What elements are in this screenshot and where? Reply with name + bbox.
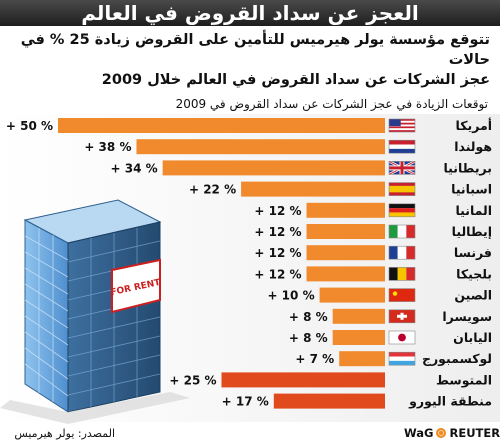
bar-row: + 12 % إيطاليا xyxy=(254,224,492,239)
bar xyxy=(136,139,385,155)
category-label: إيطاليا xyxy=(452,224,492,239)
netherlands-flag-icon xyxy=(388,139,416,154)
china-flag-icon xyxy=(388,288,416,302)
bar xyxy=(306,245,385,261)
france-flag-icon xyxy=(388,245,416,260)
source-note: المصدر: يولر هيرميس xyxy=(14,427,115,440)
bar-value-label: + 10 % xyxy=(267,289,314,303)
subtitle: تتوقع مؤسسة يولر هيرميس للتأمين على القر… xyxy=(10,30,490,90)
bar-row: + 38 % هولندا xyxy=(84,139,492,155)
category-label: المانيا xyxy=(455,203,492,218)
subtitle-line-2: عجز الشركات عن سداد القروض في العالم خلا… xyxy=(101,72,490,88)
bar-row: + 10 % الصين xyxy=(267,287,492,303)
bar xyxy=(332,308,385,324)
germany-flag-icon xyxy=(388,203,416,218)
bar-row: + 22 % اسبانيا xyxy=(189,181,492,197)
category-label: منطقة اليورو xyxy=(408,394,492,409)
bar-value-label: + 34 % xyxy=(110,161,157,175)
bar-row: + 25 % المتوسط xyxy=(169,372,492,388)
bar-row: + 34 % بريطانيا xyxy=(110,160,492,176)
category-label: اسبانيا xyxy=(451,182,492,197)
us-flag-icon xyxy=(388,118,416,133)
chart-title: توقعات الزيادة في عجز الشركات عن سداد ال… xyxy=(175,97,488,111)
reuters-logo-icon xyxy=(436,428,447,438)
bar-row: + 8 % اليابان xyxy=(289,330,492,345)
bar-row: + 7 % لوكسمبورج xyxy=(295,351,492,367)
bar-value-label: + 38 % xyxy=(84,140,131,154)
bar xyxy=(58,118,385,133)
category-label: المتوسط xyxy=(436,372,492,387)
bar-value-label: + 12 % xyxy=(254,267,301,281)
category-label: الصين xyxy=(454,288,492,303)
bar-row: + 12 % بلجيكا xyxy=(254,266,492,282)
title-bar: العجز عن سداد القروض في العالم xyxy=(0,0,500,26)
bar xyxy=(339,351,385,367)
bar xyxy=(221,372,385,388)
italy-flag-icon xyxy=(388,224,416,239)
bar-value-label: + 50 % xyxy=(6,119,53,133)
bar-row: + 50 % أمريكا xyxy=(6,117,492,133)
category-label: بلجيكا xyxy=(456,266,492,281)
bar-value-label: + 22 % xyxy=(189,183,236,197)
bar-series: + 50 % أمريكا+ 38 % هولندا+ 34 % بريطانيا+ … xyxy=(6,117,492,409)
bar-value-label: + 12 % xyxy=(254,225,301,239)
bar xyxy=(306,202,385,218)
category-label: سويسرا xyxy=(442,309,492,324)
category-label: هولندا xyxy=(454,139,492,154)
bar xyxy=(306,224,385,239)
bar-value-label: + 7 % xyxy=(295,352,334,366)
page-title: العجز عن سداد القروض في العالم xyxy=(81,1,419,25)
category-label: فرنسا xyxy=(454,245,492,260)
brand-wag: WaG xyxy=(404,426,434,440)
bar xyxy=(273,393,385,409)
category-label: لوكسمبورج xyxy=(422,351,492,366)
bar xyxy=(332,330,385,345)
bar-row: + 12 % المانيا xyxy=(254,202,492,218)
for-rent-sign xyxy=(111,258,161,314)
bar-value-label: + 8 % xyxy=(289,310,328,324)
bar-value-label: + 12 % xyxy=(254,204,301,218)
japan-flag-icon xyxy=(388,330,416,345)
category-label: أمريكا xyxy=(456,117,492,133)
bar-value-label: + 25 % xyxy=(169,373,216,387)
belgium-flag-icon xyxy=(388,267,416,281)
category-label: اليابان xyxy=(453,330,492,345)
switzerland-flag-icon xyxy=(388,309,416,324)
bar xyxy=(306,266,385,282)
bar-value-label: + 8 % xyxy=(289,331,328,345)
spain-flag-icon xyxy=(388,182,416,196)
office-building-illustration: FOR RENT xyxy=(0,199,190,424)
bar-row: + 12 % فرنسا xyxy=(254,245,492,261)
brand-reuters: REUTERS xyxy=(449,426,500,440)
bar xyxy=(241,181,385,197)
bar xyxy=(319,287,385,303)
uk-flag-icon xyxy=(388,160,416,176)
subtitle-line-1: تتوقع مؤسسة يولر هيرميس للتأمين على القر… xyxy=(20,32,490,68)
bar xyxy=(162,160,385,176)
bar-row: + 8 % سويسرا xyxy=(289,308,492,324)
bar-row: + 17 % منطقة اليورو xyxy=(222,393,492,409)
brand-logo: WaG REUTERS xyxy=(404,426,500,440)
bar-value-label: + 12 % xyxy=(254,246,301,260)
luxembourg-flag-icon xyxy=(388,351,416,366)
bar-value-label: + 17 % xyxy=(222,395,269,409)
category-label: بريطانيا xyxy=(443,160,492,175)
